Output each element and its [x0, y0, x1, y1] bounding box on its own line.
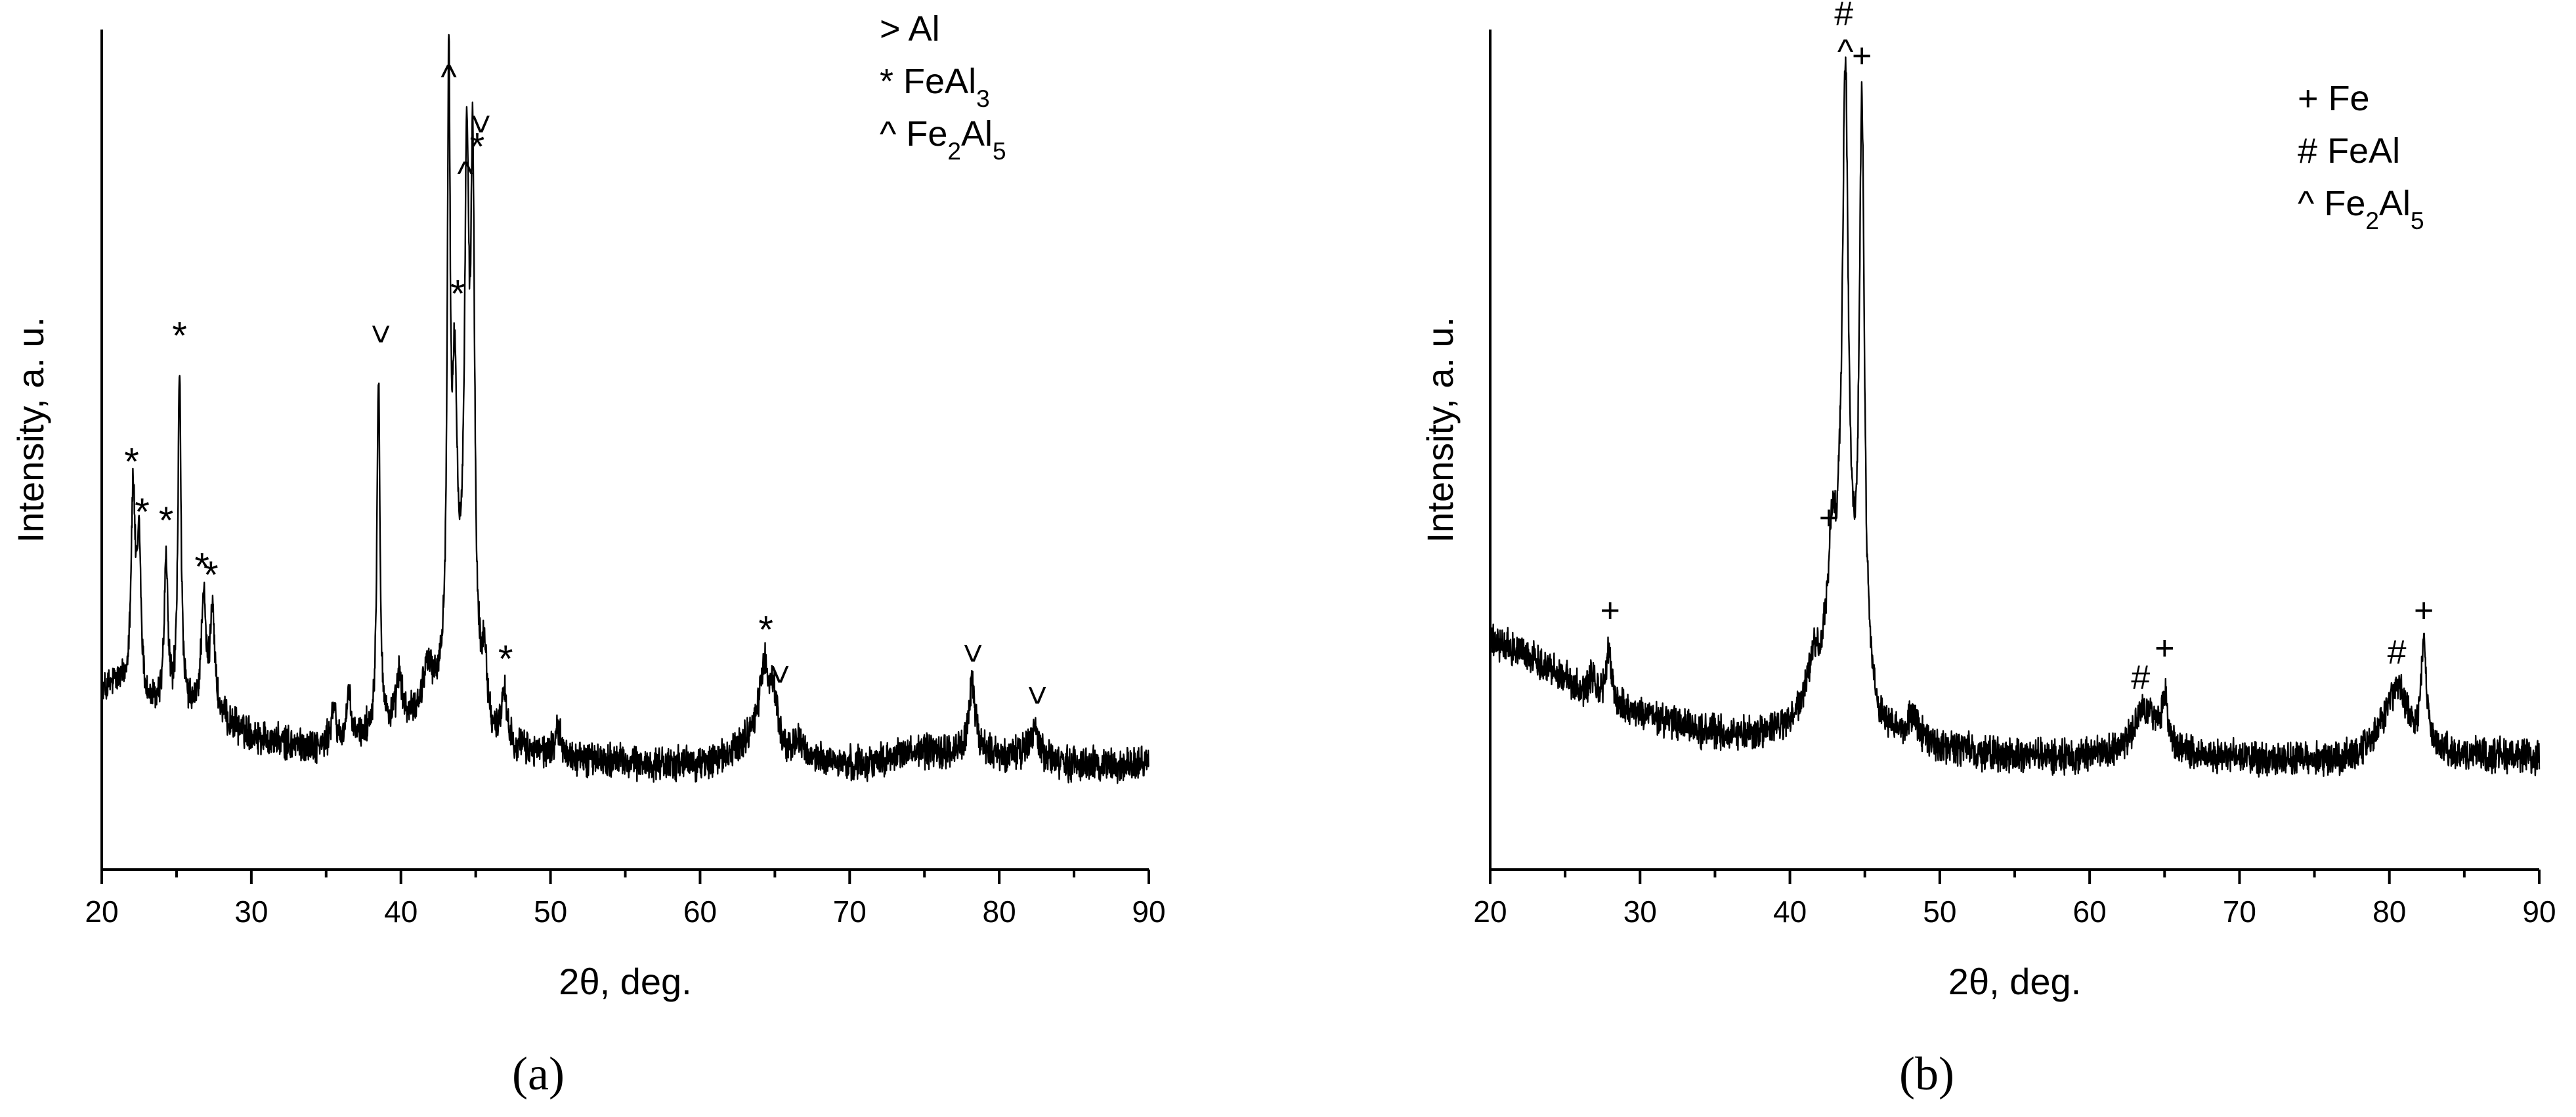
x-tick-label: 20 [85, 895, 118, 929]
x-tick-label: 50 [1923, 895, 1956, 929]
peak-marker: ^ [457, 155, 473, 193]
peak-marker: # [2388, 633, 2407, 671]
peak-marker: * [124, 440, 139, 483]
legend-label: Fe [2329, 79, 2370, 118]
panel-label: (b) [1899, 1047, 1954, 1100]
panel-label: (a) [512, 1047, 565, 1100]
x-tick-label: 70 [2223, 895, 2256, 929]
peak-marker: + [1852, 37, 1872, 75]
peak-marker: > [362, 324, 400, 344]
peak-marker: > [761, 664, 799, 684]
x-tick-label: 40 [1773, 895, 1807, 929]
diffraction-pattern-line [1489, 56, 2541, 778]
x-tick-label: 80 [983, 895, 1016, 929]
legend-entry: ^ Fe2Al5 [880, 114, 1006, 165]
x-axis-label: 2θ, deg. [1948, 961, 2081, 1002]
diffraction-pattern-line [100, 33, 1149, 784]
y-axis-label: Intensity, a. u. [1419, 317, 1461, 543]
x-tick-label: 60 [2073, 895, 2107, 929]
y-axis-label: Intensity, a. u. [10, 317, 51, 543]
peak-marker: > [1018, 685, 1056, 705]
legend-entry: * FeAl3 [880, 62, 990, 112]
legend-label: FeAl [2327, 131, 2400, 171]
x-axis-label: 2θ, deg. [559, 961, 691, 1002]
legend-label: Fe2Al5 [2324, 184, 2424, 234]
peak-marker: * [498, 638, 513, 681]
peak-marker: * [204, 554, 219, 597]
peak-marker: # [1834, 0, 1853, 33]
legend-symbol: ^ [2298, 184, 2315, 223]
peak-marker: * [172, 314, 187, 357]
peak-marker: * [194, 545, 209, 588]
legend-symbol: > [880, 9, 901, 49]
panel-a: 20 30 40 50 60 70 80 90 2θ, deg. Intensity, a. u.… [10, 9, 1166, 1100]
x-tick-label: 30 [1623, 895, 1657, 929]
peak-marker: > [462, 114, 500, 134]
legend-label: FeAl3 [903, 62, 990, 112]
legend-symbol: ^ [880, 114, 897, 154]
legend-symbol: * [880, 62, 893, 101]
x-tick-label: 70 [833, 895, 867, 929]
x-tick-label: 90 [1132, 895, 1165, 929]
peak-marker: + [1819, 499, 1839, 537]
peak-marker: * [135, 491, 150, 534]
legend-entry: + Fe [2298, 79, 2370, 118]
legend-symbol: + [2298, 79, 2319, 118]
x-tick-label: 60 [683, 895, 717, 929]
panel-b: 20 30 40 50 60 70 80 90 2θ, deg. Intensity, a. u.… [1419, 0, 2556, 1100]
legend-entry: > Al [880, 9, 940, 49]
peak-marker: + [2414, 591, 2434, 629]
legend-entry: ^ Fe2Al5 [2298, 184, 2424, 234]
peak-marker: ^ [1837, 33, 1854, 71]
legend-entry: # FeAl [2298, 131, 2400, 171]
x-tick-label: 40 [384, 895, 418, 929]
peak-marker: ^ [440, 58, 457, 96]
peak-marker: + [2155, 629, 2174, 667]
peak-marker: > [954, 643, 992, 663]
x-tick-label: 90 [2522, 895, 2556, 929]
legend-symbol: # [2298, 131, 2317, 171]
legend-label: Al [909, 9, 940, 49]
x-tick-label: 30 [234, 895, 268, 929]
peak-marker: * [758, 608, 773, 651]
peak-marker: # [2131, 659, 2150, 697]
peak-marker: + [1600, 591, 1620, 629]
peak-marker: * [159, 499, 174, 542]
x-tick-label: 80 [2372, 895, 2406, 929]
x-tick-label: 20 [1473, 895, 1507, 929]
legend-label: Fe2Al5 [906, 114, 1006, 165]
peak-marker: * [450, 272, 465, 315]
x-tick-label: 50 [534, 895, 567, 929]
peak-marker: * [470, 125, 485, 168]
